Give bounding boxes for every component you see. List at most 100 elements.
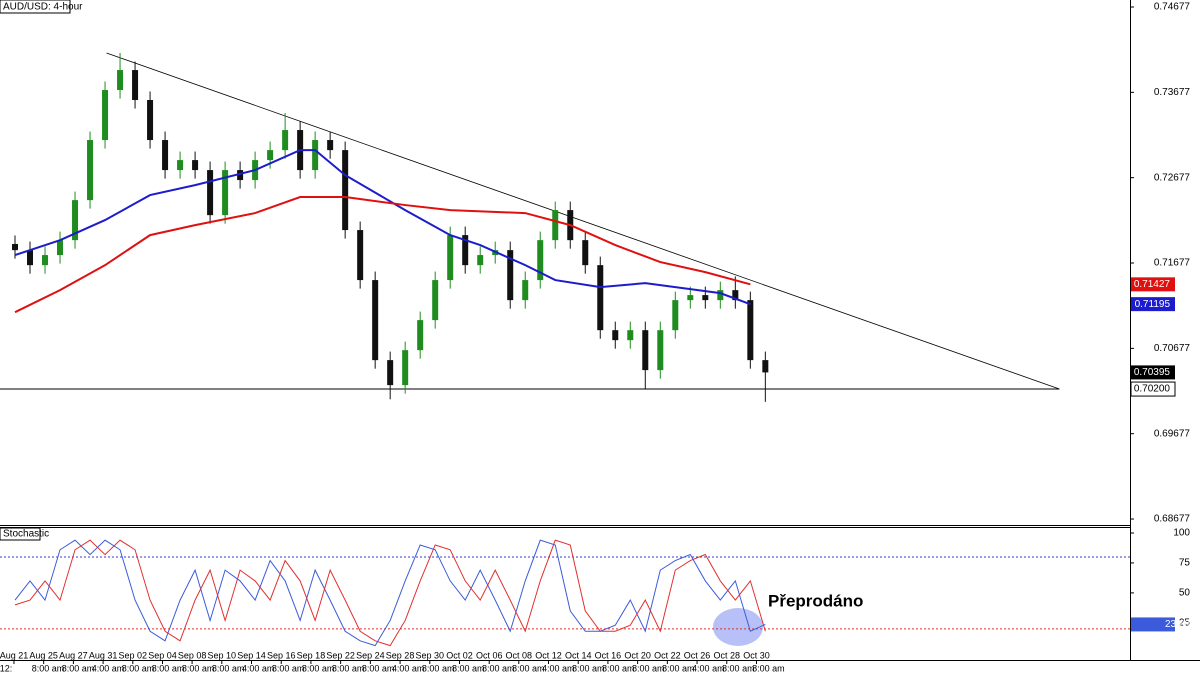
y-tick-label: 0.70677 — [1154, 343, 1191, 354]
price-label: 0.70395 — [1134, 367, 1171, 378]
x-tick-label: 8:00 am — [722, 663, 755, 673]
x-tick-label: Sep 18 — [297, 650, 326, 660]
candle-body — [402, 350, 409, 386]
candle-body — [387, 360, 394, 386]
x-tick-label: 4:00 am — [92, 663, 125, 673]
candle-body — [357, 230, 364, 281]
candle-body — [477, 255, 484, 266]
y-tick-label: 0.72677 — [1154, 172, 1191, 183]
x-tick-label: Sep 04 — [148, 650, 177, 660]
x-tick-label: Sep 08 — [178, 650, 207, 660]
candle-body — [522, 280, 529, 301]
x-tick-label: 8:00 am — [362, 663, 395, 673]
candle-body — [687, 295, 694, 301]
y-tick-label: 0.74677 — [1154, 2, 1191, 13]
moving-average — [14, 149, 751, 306]
candle-body — [627, 330, 634, 341]
x-tick-label: 8:00 am — [212, 663, 245, 673]
candle-body — [462, 235, 469, 266]
candle-body — [417, 320, 424, 351]
y-tick-label: 0.73677 — [1154, 87, 1191, 98]
highlight-circle — [713, 608, 763, 646]
candle-body — [147, 100, 154, 141]
x-tick-label: Aug 21 — [0, 650, 28, 660]
y-tick-label: 0.68677 — [1154, 514, 1191, 525]
candle-body — [57, 240, 64, 256]
y-tick-label: 50 — [1179, 588, 1191, 599]
x-tick-label: 8:00 am — [32, 663, 65, 673]
candle-body — [582, 240, 589, 266]
candle-body — [312, 140, 319, 171]
candle-body — [327, 140, 334, 151]
candle-body — [177, 160, 184, 171]
x-tick-label: 8:00 am — [572, 663, 605, 673]
x-tick-label: Oct 14 — [565, 650, 592, 660]
price-label: 0.71195 — [1135, 299, 1171, 310]
stochastic-line — [14, 539, 766, 647]
x-tick-label: Sep 28 — [386, 650, 415, 660]
trend-line — [106, 52, 1060, 390]
x-tick-label: Sep 10 — [208, 650, 237, 660]
value-label: 23.68 — [1165, 619, 1190, 630]
x-tick-label: Aug 31 — [89, 650, 118, 660]
title-box — [0, 527, 41, 541]
candle-body — [657, 330, 664, 371]
x-tick-label: 8:00 am — [62, 663, 95, 673]
candle-body — [732, 290, 739, 301]
candle-body — [27, 250, 34, 266]
x-tick-label: Sep 16 — [267, 650, 296, 660]
x-tick-label: Oct 20 — [624, 650, 651, 660]
y-tick-label: 100 — [1173, 528, 1190, 539]
price-label: 0.70200 — [1134, 384, 1171, 395]
price-label-box — [1131, 297, 1175, 312]
price-label-box — [1130, 381, 1176, 397]
moving-average — [14, 196, 751, 314]
x-tick-label: Sep 22 — [326, 650, 355, 660]
candle-body — [612, 330, 619, 341]
chart-title: AUD/USD: 4-hour — [3, 2, 83, 13]
x-tick-label: 4:00 am — [692, 663, 725, 673]
y-tick-label: 25 — [1179, 617, 1191, 628]
indicator-title: Stochastic — [3, 529, 49, 540]
candle-body — [72, 200, 79, 241]
x-tick-label: 8:00 am — [272, 663, 305, 673]
value-label-box — [1131, 617, 1175, 632]
candle-body — [537, 240, 544, 281]
x-tick-label: Sep 02 — [119, 650, 148, 660]
x-tick-label: 8:00 am — [482, 663, 515, 673]
x-tick-label: 8:00 am — [302, 663, 335, 673]
candle-body — [42, 255, 49, 266]
candle-body — [102, 90, 109, 141]
x-tick-label: 4:00 am — [542, 663, 575, 673]
candle-body — [642, 330, 649, 371]
candle-body — [207, 170, 214, 216]
x-tick-label: 4:00 am — [392, 663, 425, 673]
x-tick-label: 8:00 am — [332, 663, 365, 673]
candle-body — [432, 280, 439, 321]
x-tick-label: 8:00 am — [632, 663, 665, 673]
y-tick-label: 0.71677 — [1154, 258, 1191, 269]
x-tick-label: Oct 06 — [476, 650, 503, 660]
price-label-box — [1131, 365, 1175, 380]
x-tick-label: Aug 27 — [59, 650, 88, 660]
candle-body — [747, 300, 754, 361]
candle-body — [342, 150, 349, 231]
candle-body — [12, 243, 19, 251]
x-tick-label: 8:00 am — [122, 663, 155, 673]
candle-body — [282, 130, 289, 151]
x-tick-label: Oct 12 — [535, 650, 562, 660]
price-label: 0.71427 — [1134, 279, 1171, 290]
x-tick-label: Oct 16 — [595, 650, 622, 660]
x-tick-label: 8:00 am — [152, 663, 185, 673]
x-tick-label: Oct 02 — [446, 650, 473, 660]
x-tick-label: 8:00 am — [422, 663, 455, 673]
candle-body — [222, 170, 229, 216]
candle-body — [192, 160, 199, 171]
candle-body — [372, 280, 379, 361]
x-tick-label: Sep 14 — [237, 650, 266, 660]
candle-body — [132, 70, 139, 101]
x-tick-label: 8:00 am — [662, 663, 695, 673]
candle-body — [237, 170, 244, 181]
